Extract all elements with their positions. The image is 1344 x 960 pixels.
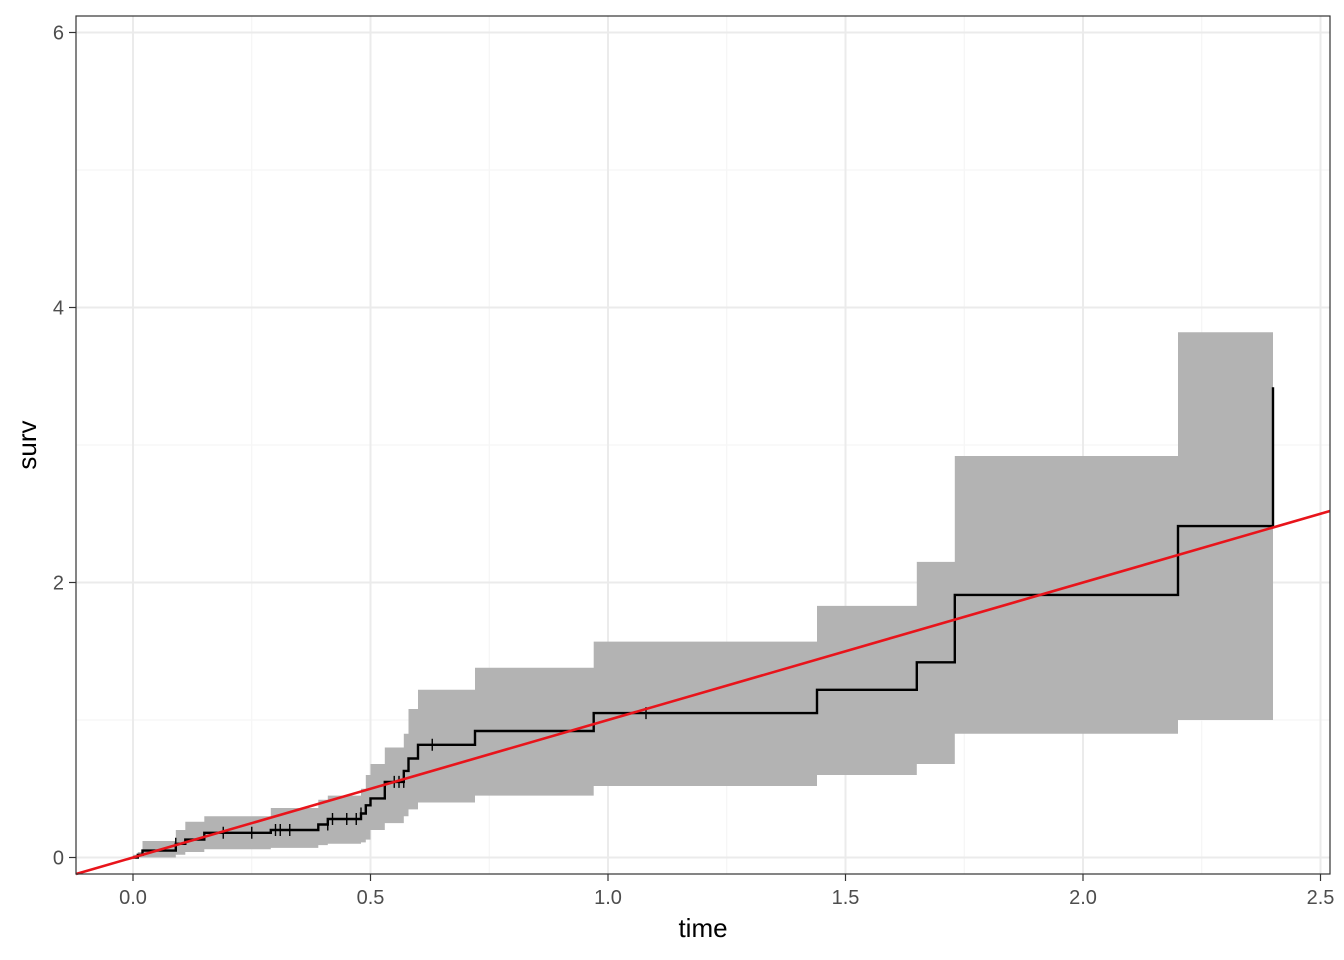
reference-line-layer (75, 509, 1331, 876)
x-tick-label: 0.5 (357, 887, 385, 909)
x-axis-title: time (678, 913, 727, 943)
reference-line (75, 509, 1331, 876)
panel-border (75, 15, 1331, 875)
x-tick-label: 2.0 (1069, 887, 1097, 909)
y-tick-label: 0 (53, 848, 64, 870)
x-axis: 0.0 0.5 1.0 1.5 2.0 2.5 (119, 874, 1334, 909)
confidence-band (133, 332, 1273, 858)
x-tick-label: 0.0 (119, 887, 147, 909)
y-axis: 0 2 4 6 (53, 23, 76, 870)
x-tick-label: 1.5 (832, 887, 860, 909)
x-tick-label: 1.0 (594, 887, 622, 909)
y-tick-label: 4 (53, 298, 64, 320)
ci-band-area (133, 332, 1273, 858)
x-tick-label: 2.5 (1307, 887, 1335, 909)
y-tick-label: 6 (53, 23, 64, 45)
y-axis-title: surv (12, 420, 42, 469)
y-tick-label: 2 (53, 573, 64, 595)
censor-marks (175, 707, 647, 850)
